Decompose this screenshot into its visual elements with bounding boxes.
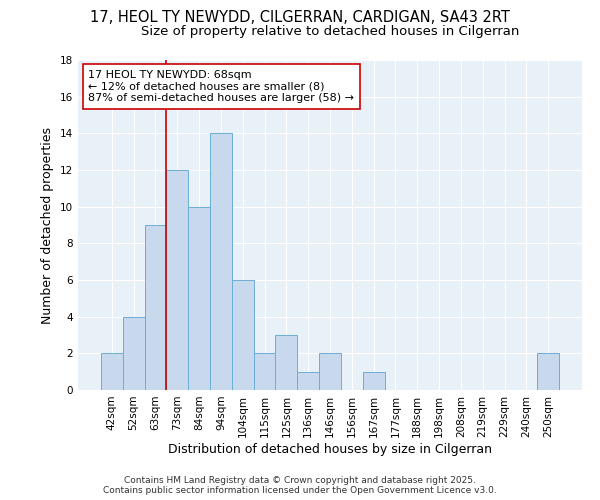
Title: Size of property relative to detached houses in Cilgerran: Size of property relative to detached ho… <box>141 25 519 38</box>
Text: 17 HEOL TY NEWYDD: 68sqm
← 12% of detached houses are smaller (8)
87% of semi-de: 17 HEOL TY NEWYDD: 68sqm ← 12% of detach… <box>88 70 354 103</box>
Text: Contains HM Land Registry data © Crown copyright and database right 2025.
Contai: Contains HM Land Registry data © Crown c… <box>103 476 497 495</box>
Bar <box>297 372 319 390</box>
Bar <box>537 354 559 390</box>
Y-axis label: Number of detached properties: Number of detached properties <box>41 126 55 324</box>
Bar <box>254 354 275 390</box>
Bar <box>166 170 188 390</box>
Bar <box>123 316 145 390</box>
Bar <box>275 335 297 390</box>
Bar <box>363 372 385 390</box>
Bar <box>210 134 232 390</box>
X-axis label: Distribution of detached houses by size in Cilgerran: Distribution of detached houses by size … <box>168 442 492 456</box>
Text: 17, HEOL TY NEWYDD, CILGERRAN, CARDIGAN, SA43 2RT: 17, HEOL TY NEWYDD, CILGERRAN, CARDIGAN,… <box>90 10 510 25</box>
Bar <box>101 354 123 390</box>
Bar <box>188 206 210 390</box>
Bar <box>319 354 341 390</box>
Bar <box>232 280 254 390</box>
Bar <box>145 225 166 390</box>
